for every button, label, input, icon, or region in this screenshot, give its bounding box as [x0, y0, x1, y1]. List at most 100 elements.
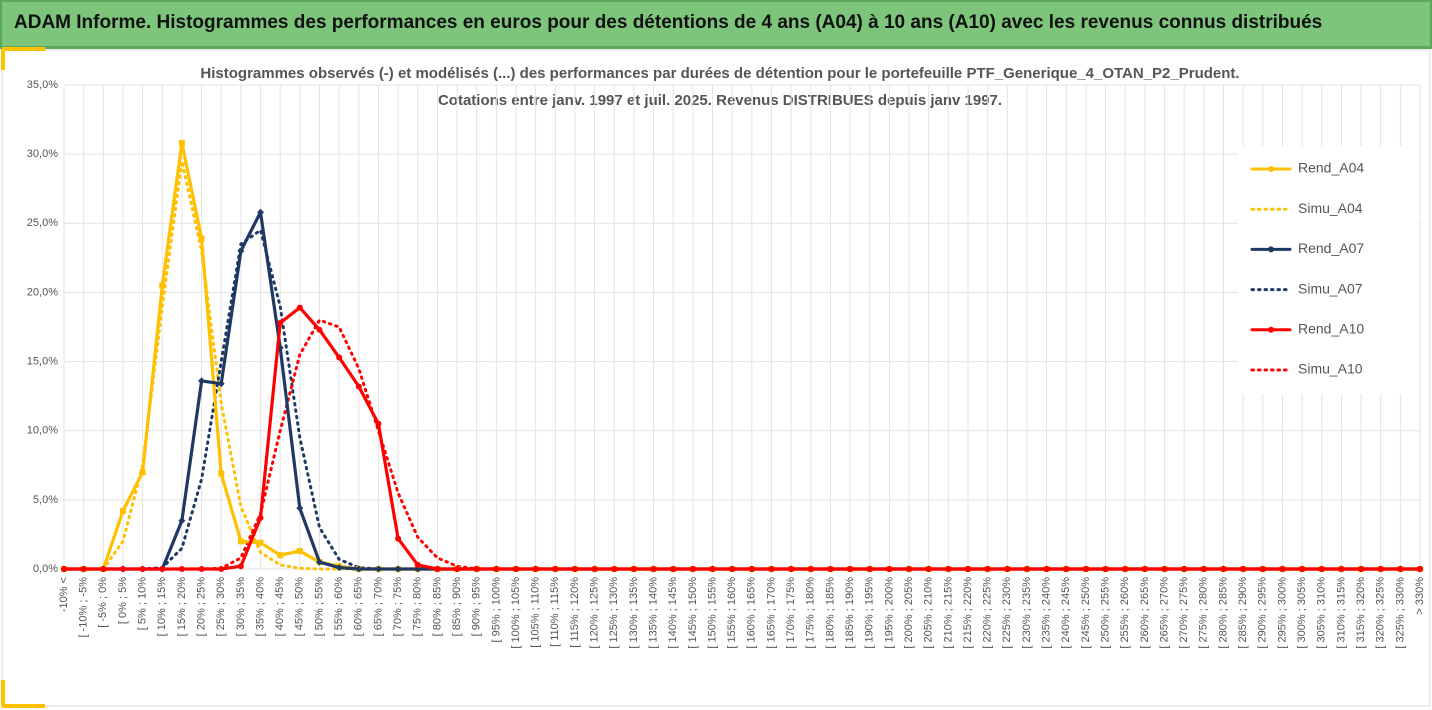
- marker: [1417, 566, 1423, 572]
- y-tick-label: 0,0%: [33, 563, 58, 575]
- x-tick-label: [ 160% ; 165%: [746, 577, 758, 649]
- marker: [336, 354, 343, 361]
- x-tick-label: [ 260% ; 265%: [1139, 577, 1151, 649]
- chart-title: Histogrammes observés (-) et modélisés (…: [200, 65, 1239, 82]
- y-tick-label: 10,0%: [27, 425, 58, 437]
- marker: [1299, 566, 1306, 572]
- x-tick-label: [ -5% ; 0%: [97, 577, 109, 628]
- x-tick-label: [ 95% ; 100%: [490, 577, 502, 643]
- x-tick-label: [ 200% ; 205%: [903, 577, 915, 649]
- marker: [807, 566, 814, 572]
- marker: [218, 566, 225, 572]
- x-tick-label: [ 35% ; 40%: [254, 577, 266, 637]
- y-tick-label: 15,0%: [27, 355, 58, 367]
- marker: [394, 565, 402, 573]
- x-tick-label: [ 0% ; 5%: [117, 577, 129, 624]
- x-tick-label: [ 215% ; 220%: [962, 577, 974, 649]
- marker: [1377, 566, 1384, 572]
- x-tick-label: [ -10% ; -5%: [78, 577, 90, 638]
- marker: [296, 504, 304, 512]
- header-bar: ADAM Informe. Histogrammes des performan…: [0, 0, 1432, 49]
- x-tick-label: [ 180% ; 185%: [824, 577, 836, 649]
- marker: [925, 566, 932, 572]
- marker: [355, 383, 362, 390]
- marker: [984, 566, 991, 572]
- marker: [1122, 566, 1129, 572]
- x-tick-label: [ 325% ; 330%: [1394, 577, 1406, 649]
- marker: [198, 235, 205, 242]
- marker: [1318, 566, 1325, 572]
- x-tick-label: [ 295% ; 300%: [1276, 577, 1288, 649]
- y-tick-label: 20,0%: [27, 286, 58, 298]
- marker: [277, 552, 284, 559]
- marker: [945, 566, 952, 572]
- x-tick-label: [ 65% ; 70%: [372, 577, 384, 637]
- x-tick-label: [ 85% ; 90%: [451, 577, 463, 637]
- marker: [729, 566, 736, 572]
- legend-marker: [1268, 166, 1274, 172]
- marker: [473, 566, 480, 572]
- marker: [237, 563, 244, 570]
- y-tick-label: 25,0%: [27, 217, 58, 229]
- x-tick-label: [ 185% ; 190%: [844, 577, 856, 649]
- marker: [1102, 566, 1109, 572]
- x-tick-label: [ 140% ; 145%: [667, 577, 679, 649]
- series-line: [62, 306, 1422, 571]
- x-tick-label: [ 125% ; 130%: [608, 577, 620, 649]
- marker: [1397, 566, 1404, 572]
- x-tick-label: [ 100% ; 105%: [510, 577, 522, 649]
- marker: [159, 566, 166, 572]
- marker: [768, 566, 775, 572]
- x-tick-label: [ 80% ; 85%: [431, 577, 443, 637]
- marker: [1259, 566, 1266, 572]
- marker: [1161, 566, 1168, 572]
- marker: [1082, 566, 1089, 572]
- marker: [513, 566, 519, 572]
- marker: [1279, 566, 1286, 572]
- x-tick-label: [ 75% ; 80%: [412, 577, 424, 637]
- marker: [198, 377, 206, 385]
- marker: [630, 566, 637, 572]
- marker: [1004, 566, 1011, 572]
- marker: [434, 566, 441, 572]
- x-tick-label: [ 20% ; 25%: [195, 577, 207, 637]
- marker: [61, 566, 67, 572]
- marker: [296, 304, 303, 311]
- marker: [788, 566, 795, 572]
- y-tick-label: 30,0%: [27, 148, 58, 160]
- marker: [1338, 566, 1345, 572]
- x-tick-label: [ 10% ; 15%: [156, 577, 168, 637]
- legend-label: Rend_A10: [1298, 321, 1364, 337]
- marker: [277, 319, 284, 326]
- marker: [296, 548, 303, 555]
- x-tick-label: [ 290% ; 295%: [1257, 577, 1269, 649]
- x-tick-label: [ 240% ; 245%: [1060, 577, 1072, 649]
- marker: [119, 507, 126, 514]
- x-tick-label: [ 255% ; 260%: [1119, 577, 1131, 649]
- x-tick-label: > 330%: [1414, 577, 1426, 615]
- chart-title: Cotations entre janv. 1997 et juil. 2025…: [438, 92, 1002, 109]
- marker: [965, 566, 971, 572]
- x-tick-label: [ 145% ; 150%: [687, 577, 699, 649]
- marker: [1141, 566, 1148, 572]
- marker: [866, 566, 873, 572]
- x-tick-label: [ 130% ; 135%: [628, 577, 640, 649]
- x-tick-label: [ 50% ; 55%: [313, 577, 325, 637]
- marker: [1200, 566, 1207, 572]
- legend-label: Simu_A10: [1298, 361, 1363, 377]
- x-tick-label: [ 60% ; 65%: [353, 577, 365, 637]
- x-tick-label: [ 315% ; 320%: [1355, 577, 1367, 649]
- x-tick-label: [ 305% ; 310%: [1316, 577, 1328, 649]
- marker: [139, 566, 146, 572]
- y-tick-label: 5,0%: [33, 494, 58, 506]
- x-tick-label: [ 45% ; 50%: [294, 577, 306, 637]
- marker: [689, 566, 696, 572]
- legend-label: Rend_A04: [1298, 160, 1364, 176]
- marker: [493, 566, 500, 572]
- x-tick-label: [ 265% ; 270%: [1158, 577, 1170, 649]
- marker: [1358, 566, 1365, 572]
- marker: [198, 566, 205, 572]
- marker: [1220, 566, 1227, 572]
- marker: [611, 566, 618, 572]
